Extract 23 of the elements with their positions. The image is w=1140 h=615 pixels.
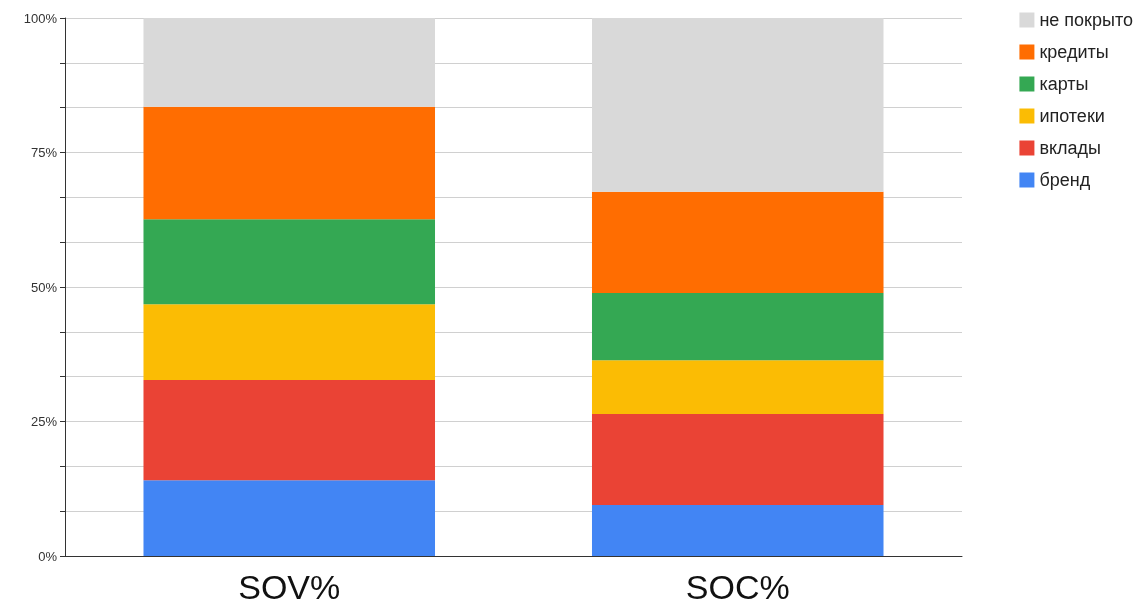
bar (591, 360, 884, 414)
bar (143, 380, 436, 481)
y-tick-label: 100% (23, 10, 58, 26)
x-tick-label: SOV% (238, 568, 341, 606)
bar (591, 413, 884, 505)
y-tick-label: 0% (38, 548, 58, 564)
bar (143, 304, 436, 381)
bar (143, 106, 436, 220)
bar (591, 504, 884, 556)
legend-label: не покрыто (1039, 10, 1134, 30)
y-tick-label: 25% (30, 414, 58, 429)
legend-label: карты (1039, 74, 1089, 94)
bar (591, 292, 884, 361)
bar (143, 219, 436, 305)
bar (143, 480, 436, 556)
bar (591, 191, 884, 293)
y-tick-label: 75% (30, 145, 58, 160)
x-tick-label: SOC% (685, 568, 790, 606)
legend-label: кредиты (1039, 42, 1109, 62)
y-tick-label: 50% (30, 279, 58, 295)
legend-label: вклады (1039, 138, 1102, 158)
legend-label: бренд (1039, 170, 1091, 190)
legend-label: ипотеки (1039, 106, 1105, 126)
